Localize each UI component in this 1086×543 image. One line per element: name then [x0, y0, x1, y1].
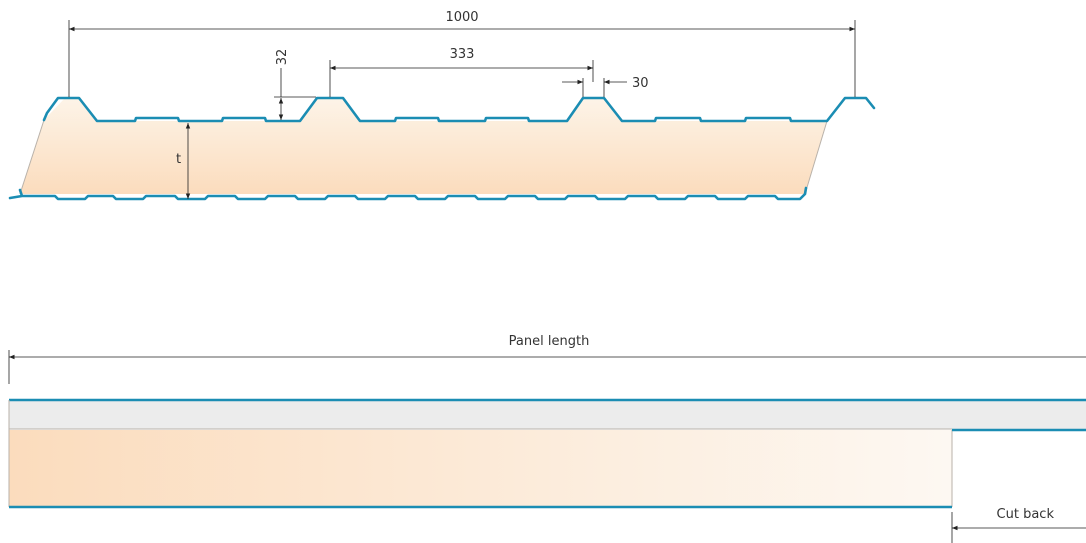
- insulation-core: [20, 98, 827, 194]
- profile-section: 1000 333 30 32 t: [8, 10, 876, 201]
- bottom-steel-sheet: [8, 186, 808, 201]
- top-skin-layer: [9, 400, 1086, 429]
- panel-length-label: Panel length: [509, 334, 590, 349]
- core-left-edge: [19, 119, 45, 195]
- thickness-label: t: [176, 152, 181, 167]
- side-view: Panel length Cut back: [8, 334, 1086, 543]
- cut-back-label: Cut back: [997, 507, 1055, 522]
- rib-top-width-label: 30: [632, 76, 649, 91]
- top-steel-sheet: [42, 96, 876, 123]
- rib-pitch-label: 333: [450, 47, 475, 62]
- rib-height-label: 32: [275, 49, 290, 66]
- core-right-edge: [804, 120, 828, 195]
- insulation-core-side: [9, 430, 952, 507]
- overall-width-label: 1000: [445, 10, 478, 25]
